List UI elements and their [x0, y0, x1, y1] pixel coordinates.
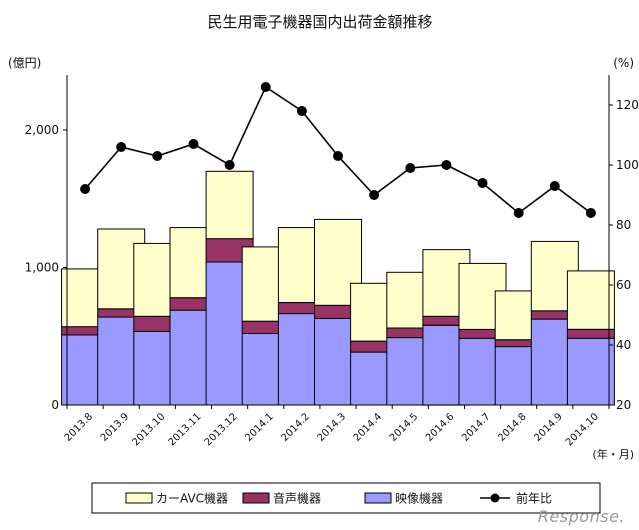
line-point-0-4 — [224, 160, 235, 170]
right-tick-label-1: 40 — [616, 338, 631, 352]
line-series-0 — [84, 85, 592, 215]
legend-label-3: 前年比 — [516, 491, 552, 506]
line-point-0-2 — [152, 151, 163, 161]
x-tick-label-10: 2014.6 — [424, 411, 457, 444]
chart-title: 民生用電子機器国内出荷金額推移 — [207, 13, 432, 31]
line-point-0-3 — [188, 139, 199, 149]
x-tick-label-3: 2013.11 — [167, 411, 204, 448]
legend: カーAVC機器 音声機器 映像機器 前年比 — [91, 482, 601, 514]
legend-swatch-1 — [242, 492, 270, 504]
x-tick-label-1: 2013.9 — [99, 411, 132, 444]
line-point-0-5 — [260, 82, 271, 92]
x-tick-label-8: 2014.4 — [352, 411, 385, 444]
x-tick-label-13: 2014.9 — [532, 411, 565, 444]
x-tick-label-4: 2013.12 — [203, 411, 240, 448]
watermark-logo: Response. — [537, 507, 625, 526]
legend-swatch-2 — [364, 492, 392, 504]
right-tick-label-2: 60 — [616, 278, 631, 292]
left-axis-unit: (億円) — [8, 56, 41, 70]
x-tick-label-12: 2014.8 — [496, 411, 529, 444]
line-point-0-6 — [296, 106, 307, 116]
x-tick-label-11: 2014.7 — [460, 411, 493, 444]
legend-label-0: カーAVC機器 — [156, 491, 228, 506]
bar-2-14 — [566, 270, 615, 330]
right-tick-label-3: 80 — [616, 218, 631, 232]
right-tick-label-4: 100 — [616, 158, 639, 172]
x-tick-label-0: 2013.8 — [63, 411, 96, 444]
legend-swatch-0 — [125, 492, 153, 504]
right-tick-label-0: 20 — [616, 398, 631, 412]
right-axis-unit: (%) — [613, 56, 634, 70]
line-point-0-10 — [441, 160, 452, 170]
right-tick-label-5: 120 — [616, 98, 639, 112]
bar-0-14 — [566, 337, 615, 406]
line-point-0-7 — [333, 151, 343, 161]
line-point-0-9 — [405, 163, 416, 173]
line-point-0-11 — [477, 178, 488, 188]
line-point-0-14 — [585, 208, 596, 218]
line-point-0-12 — [513, 208, 524, 218]
line-layer — [80, 82, 596, 218]
line-point-0-8 — [369, 190, 380, 200]
bar-2-4 — [205, 170, 254, 240]
legend-box — [91, 482, 601, 514]
x-tick-label-7: 2014.3 — [316, 411, 349, 444]
x-tick-label-6: 2014.2 — [279, 411, 312, 444]
legend-label-2: 映像機器 — [395, 491, 443, 506]
x-axis-unit: (年・月) — [592, 447, 634, 461]
legend-swatch-marker-3 — [490, 493, 500, 503]
line-point-0-1 — [116, 142, 127, 152]
left-tick-label-1: 1,000 — [25, 261, 59, 275]
bars-layer — [61, 170, 615, 406]
x-tick-label-5: 2014.1 — [243, 411, 276, 444]
x-tick-label-2: 2013.10 — [130, 411, 167, 448]
bar-1-14 — [566, 328, 615, 339]
line-point-0-13 — [549, 181, 560, 191]
x-tick-label-14: 2014.10 — [564, 411, 601, 448]
left-tick-label-2: 2,000 — [25, 123, 59, 137]
x-tick-label-9: 2014.5 — [388, 411, 421, 444]
line-point-0-0 — [80, 184, 91, 194]
left-tick-label-0: 0 — [51, 398, 59, 412]
legend-label-1: 音声機器 — [273, 491, 321, 506]
